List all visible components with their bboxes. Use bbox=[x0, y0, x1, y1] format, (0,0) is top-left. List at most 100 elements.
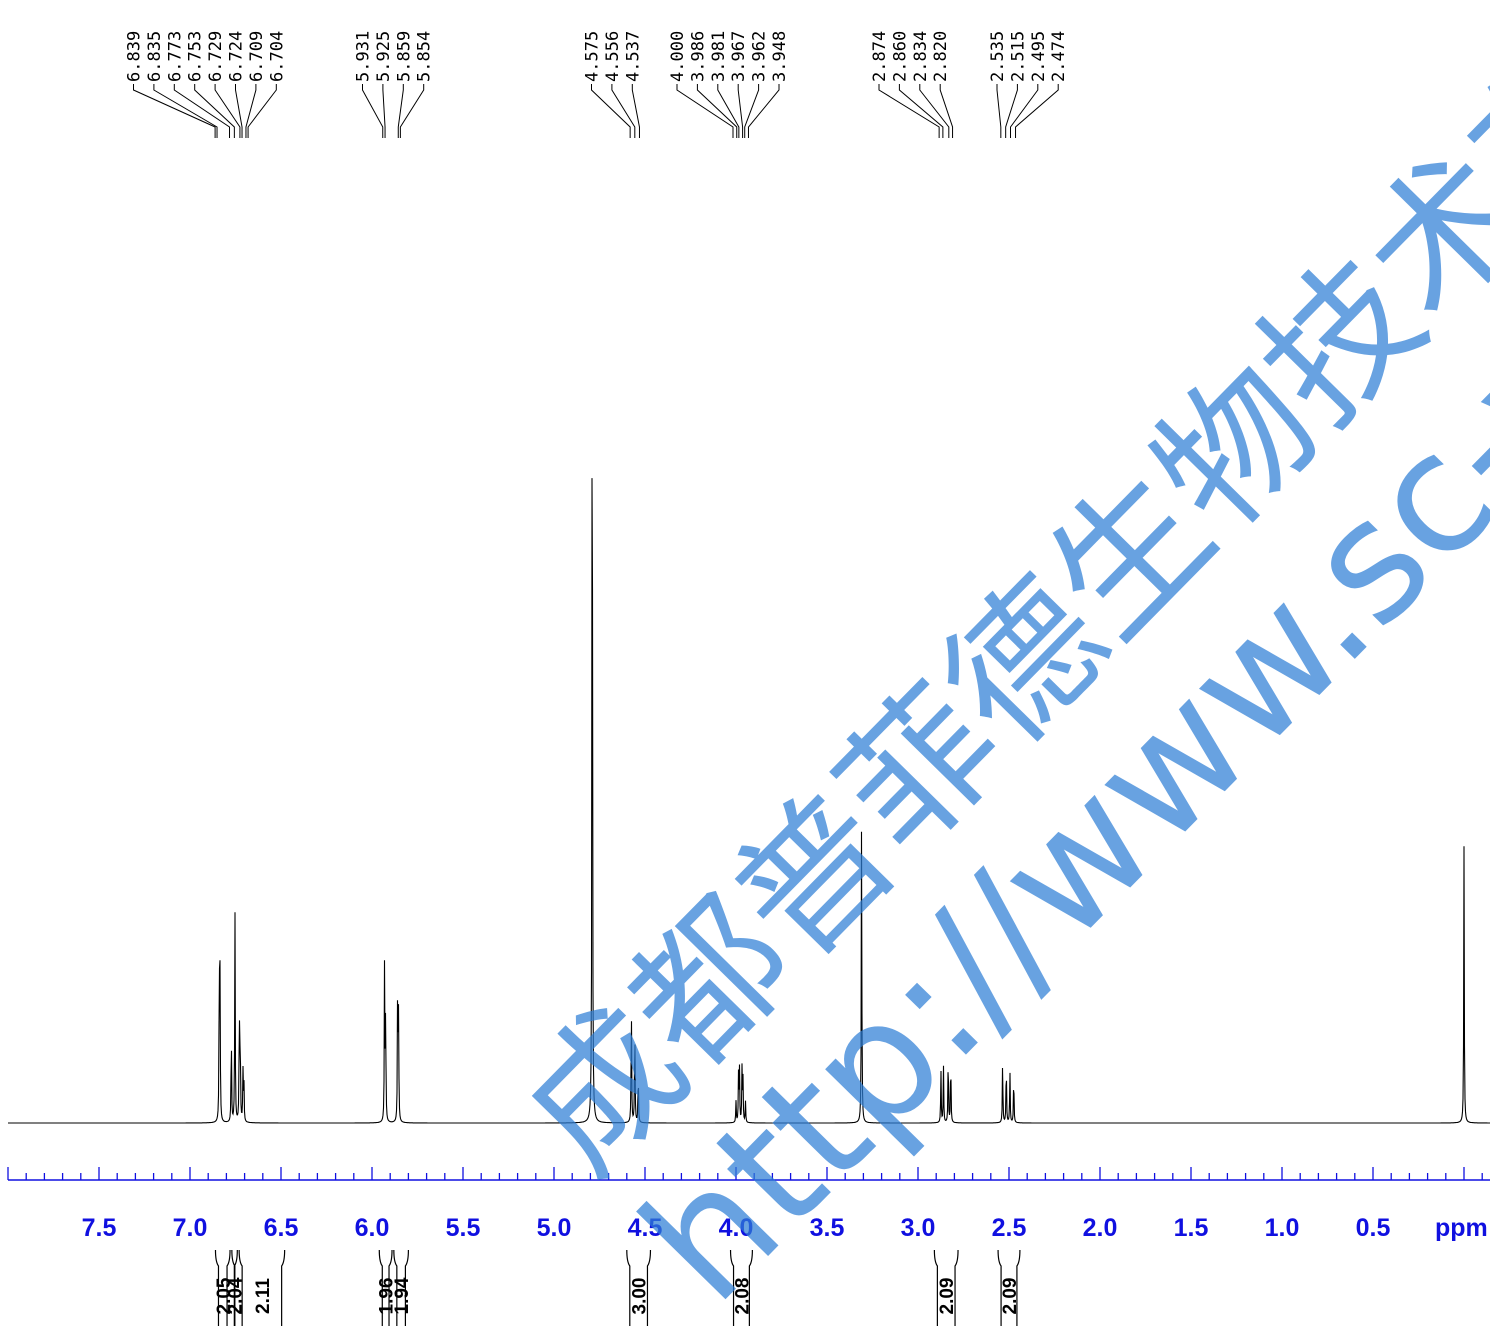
peak-label-group: 2.535 2.515 2.495 2.474 bbox=[988, 31, 1069, 138]
tick-label: 5.0 bbox=[537, 1214, 572, 1242]
peak-label: 6.724 bbox=[227, 31, 247, 82]
peak-label: 5.925 bbox=[374, 31, 394, 82]
peak-label: 4.575 bbox=[583, 31, 603, 82]
tick-label: 7.5 bbox=[82, 1214, 117, 1242]
peak-label: 2.535 bbox=[988, 31, 1008, 82]
tick-label: 7.0 bbox=[173, 1214, 208, 1242]
integral-bracket bbox=[626, 1249, 652, 1326]
peak-label: 2.515 bbox=[1008, 31, 1028, 82]
peak-label: 4.000 bbox=[668, 31, 688, 82]
tick-label: 1.0 bbox=[1265, 1214, 1300, 1242]
peak-label-connector bbox=[611, 84, 636, 138]
tick-label: 5.5 bbox=[446, 1214, 481, 1242]
peak-label-connector bbox=[214, 84, 241, 138]
peak-label: 6.729 bbox=[206, 31, 226, 82]
integral-bracket bbox=[393, 1249, 409, 1326]
peak-label-connector bbox=[591, 84, 631, 138]
peak-label: 2.495 bbox=[1029, 31, 1049, 82]
integral: 2.09 bbox=[997, 1249, 1021, 1326]
peak-label: 5.854 bbox=[415, 31, 435, 82]
peak-label: 3.981 bbox=[709, 31, 729, 82]
peak-label: 6.709 bbox=[247, 31, 267, 82]
peak-label-area: 6.839 6.835 6.773 6.753 6.729 6.724 6.709 6.704… bbox=[125, 31, 1069, 138]
peak-label-connector bbox=[631, 84, 640, 138]
peak-label: 6.773 bbox=[165, 31, 185, 82]
peak-label: 6.839 bbox=[125, 31, 145, 82]
peak-label-connector bbox=[247, 84, 277, 138]
tick-label: 6.5 bbox=[264, 1214, 299, 1242]
peak-label: 5.931 bbox=[354, 31, 374, 82]
tick-label: 2.5 bbox=[992, 1214, 1027, 1242]
integral-value: 1.94 bbox=[392, 1277, 413, 1314]
integral: 3.00 bbox=[626, 1249, 652, 1326]
peak-label: 6.753 bbox=[186, 31, 206, 82]
integral-value: 2.05 bbox=[214, 1277, 235, 1314]
peak-label: 3.962 bbox=[750, 31, 770, 82]
peak-label-group: 6.839 6.835 6.773 6.753 6.729 6.724 6.709 6.704 bbox=[125, 31, 287, 138]
integral-value: 3.00 bbox=[630, 1278, 651, 1315]
peak-label-group: 4.000 3.986 3.981 3.967 3.962 3.948 bbox=[668, 31, 790, 138]
peak-label-connector bbox=[939, 84, 954, 138]
peak-label-connector bbox=[362, 84, 384, 138]
peak-label: 2.834 bbox=[911, 31, 931, 82]
peak-label: 3.948 bbox=[770, 31, 790, 82]
tick-label: 4.0 bbox=[719, 1214, 754, 1242]
integral: 2.04 bbox=[226, 1249, 247, 1326]
integral-value: 1.96 bbox=[377, 1278, 398, 1315]
peak-label: 3.967 bbox=[729, 31, 749, 82]
peak-label-group: 4.575 4.556 4.537 bbox=[583, 31, 643, 138]
integral-value: 2.09 bbox=[937, 1278, 958, 1315]
peak-label: 2.860 bbox=[890, 31, 910, 82]
integral: 1.96 bbox=[377, 1249, 398, 1326]
integral-bracket bbox=[238, 1249, 286, 1326]
peak-label-connector bbox=[399, 84, 425, 138]
tick-label: 4.5 bbox=[628, 1214, 663, 1242]
peak-label-connector bbox=[898, 84, 944, 138]
peak-label-connector bbox=[194, 84, 235, 138]
peak-label-connector bbox=[996, 84, 1002, 138]
peak-label: 2.474 bbox=[1049, 31, 1069, 82]
peak-label-connector bbox=[153, 84, 218, 138]
peak-label-connector bbox=[1015, 84, 1059, 138]
integral-bracket bbox=[231, 1249, 238, 1326]
peak-label-connector bbox=[382, 84, 386, 138]
peak-label-connector bbox=[676, 84, 734, 138]
peak-label: 4.556 bbox=[603, 31, 623, 82]
x-axis-label: ppm bbox=[1435, 1214, 1488, 1242]
peak-label: 2.874 bbox=[870, 31, 890, 82]
peak-label-connector bbox=[744, 84, 760, 138]
tick-label: 3.5 bbox=[810, 1214, 845, 1242]
tick-label: 0.5 bbox=[1356, 1214, 1391, 1242]
peak-label: 3.986 bbox=[688, 31, 708, 82]
integral: 2.09 bbox=[933, 1249, 959, 1326]
tick-label: 2.0 bbox=[1083, 1214, 1118, 1242]
integral: 2.05 bbox=[214, 1249, 235, 1326]
peak-label-connector bbox=[878, 84, 940, 138]
peak-label-connector bbox=[1005, 84, 1018, 138]
peak-label-connector bbox=[173, 84, 231, 138]
peak-label-connector bbox=[919, 84, 950, 138]
peak-label-connector bbox=[747, 84, 780, 138]
tick-label: 6.0 bbox=[355, 1214, 390, 1242]
peak-label-connector bbox=[133, 84, 216, 138]
integral-value: 2.11 bbox=[253, 1278, 274, 1314]
tick-label: 3.0 bbox=[901, 1214, 936, 1242]
integral: 2.11 bbox=[238, 1249, 286, 1326]
integral: 2.08 bbox=[729, 1249, 753, 1326]
watermark: 成都普菲德生物技术有限 http://www.sc-victo bbox=[492, 0, 1490, 1332]
tick-label: 1.5 bbox=[1174, 1214, 1209, 1242]
peak-label-connector bbox=[717, 84, 740, 138]
ppm-axis: 7.5 7.0 6.5 6.0 5.5 5.0 4.5 4.0 3.5 3.0 2.5 2.0 1.5 1… bbox=[7, 1167, 1490, 1242]
peak-label-connector bbox=[245, 84, 257, 138]
peak-label-group: 5.931 5.925 5.859 5.854 bbox=[354, 31, 435, 138]
integral-bracket bbox=[378, 1249, 393, 1326]
peak-label: 4.537 bbox=[623, 31, 643, 82]
peak-label-connector bbox=[1010, 84, 1039, 138]
peak-label: 6.704 bbox=[267, 31, 287, 82]
peak-label-connector bbox=[696, 84, 738, 138]
peak-label-connector bbox=[737, 84, 744, 138]
integral-bracket bbox=[729, 1249, 753, 1326]
integral-bracket bbox=[933, 1249, 959, 1326]
peak-label: 5.859 bbox=[394, 31, 414, 82]
